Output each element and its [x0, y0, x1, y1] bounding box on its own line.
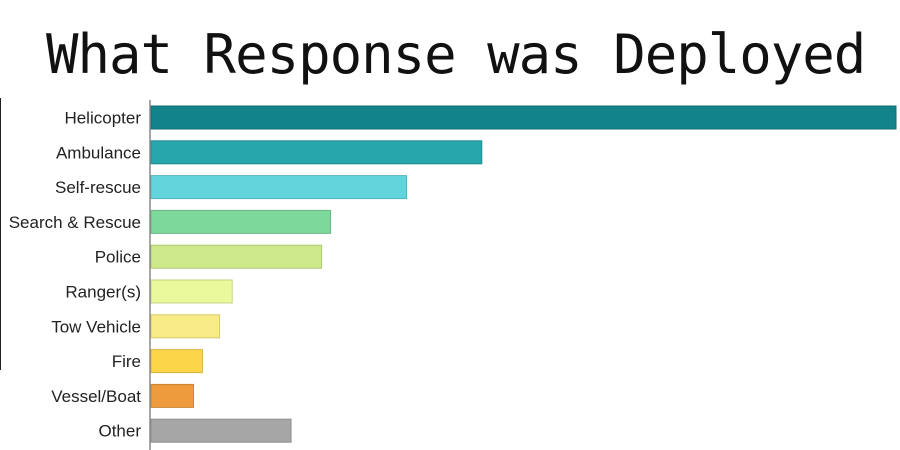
category-label: Police	[95, 248, 141, 267]
left-rule	[0, 98, 1, 370]
bar-fire	[150, 349, 203, 374]
bars-group	[150, 105, 897, 443]
category-label: Tow Vehicle	[51, 317, 141, 336]
bar-police	[150, 244, 323, 269]
category-label: Helicopter	[64, 109, 141, 128]
bar-helicopter	[150, 105, 897, 130]
bar-ranger-s	[150, 279, 233, 304]
category-label: Self-rescue	[55, 178, 141, 197]
category-labels-group: Helicopter Ambulance Self-rescue Search & R…	[9, 109, 142, 441]
category-label: Other	[98, 422, 141, 441]
category-label: Vessel/Boat	[51, 387, 141, 406]
category-label: Ambulance	[56, 143, 141, 162]
chart-title: What Response was Deployed	[46, 23, 866, 86]
bar-ambulance	[150, 140, 483, 165]
category-label: Fire	[112, 352, 141, 371]
bar-search-rescue	[150, 209, 332, 234]
category-label: Search & Rescue	[9, 213, 141, 232]
bar-other	[150, 418, 292, 443]
category-label: Ranger(s)	[65, 283, 141, 302]
bar-tow-vehicle	[150, 314, 221, 339]
bar-self-rescue	[150, 175, 408, 200]
bar-vessel-boat	[150, 383, 194, 408]
